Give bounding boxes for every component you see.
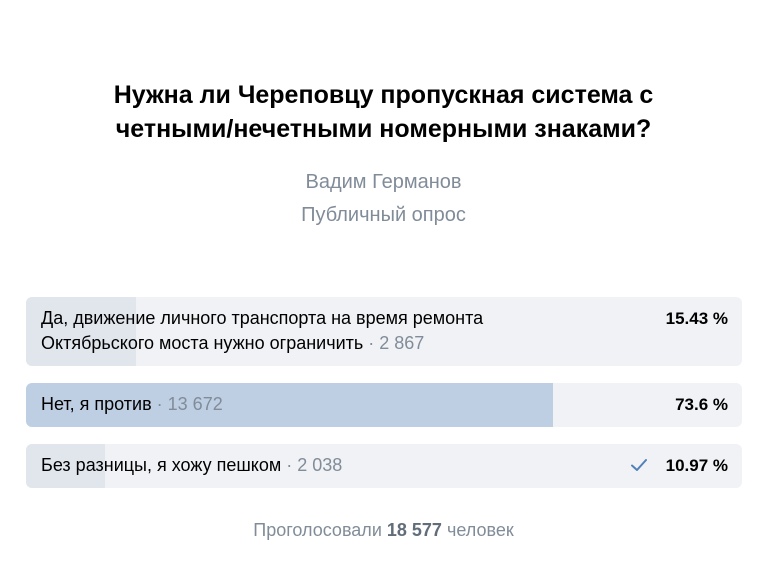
option-label-line1: Да, движение личного транспорта на время… — [41, 308, 484, 328]
total-count: 18 577 — [386, 520, 442, 540]
poll-option-yes[interactable]: Да, движение личного транспорта на время… — [26, 297, 742, 366]
total-prefix: Проголосовали — [253, 520, 382, 540]
total-suffix: человек — [446, 520, 514, 540]
poll-total-votes: Проголосовали 18 577 человек — [0, 517, 767, 543]
option-votes: 2 867 — [379, 333, 425, 353]
option-label: Да, движение личного транспорта на время… — [41, 306, 601, 356]
poll-type: Публичный опрос — [301, 204, 466, 226]
option-separator: · — [151, 394, 168, 414]
option-result-bar — [26, 444, 105, 488]
option-separator: · — [363, 333, 380, 353]
poll-question: Нужна ли Череповцу пропускная система с … — [113, 81, 654, 143]
option-result-bar — [26, 297, 137, 366]
option-label-line2: Октябрьского моста нужно ограничить — [41, 333, 364, 353]
option-votes: 2 038 — [297, 455, 343, 475]
option-percent: 73.6 % — [675, 395, 728, 414]
poll-option-no[interactable]: Нет, я против · 13 672 73.6 % — [26, 383, 742, 427]
option-result-bar — [26, 383, 553, 427]
option-separator: · — [281, 455, 298, 475]
option-label: Без разницы, я хожу пешком · 2 038 — [41, 453, 342, 478]
option-percent: 10.97 % — [665, 456, 728, 475]
option-label-text: Без разницы, я хожу пешком — [41, 455, 282, 475]
option-percent: 15.43 % — [665, 309, 728, 328]
option-label: Нет, я против · 13 672 — [41, 392, 223, 417]
option-label-text: Нет, я против — [41, 394, 152, 414]
poll-author[interactable]: Вадим Германов — [305, 171, 462, 193]
option-votes: 13 672 — [167, 394, 223, 414]
check-icon — [631, 459, 647, 471]
poll-option-indifferent[interactable]: Без разницы, я хожу пешком · 2 038 10.97… — [26, 444, 742, 488]
